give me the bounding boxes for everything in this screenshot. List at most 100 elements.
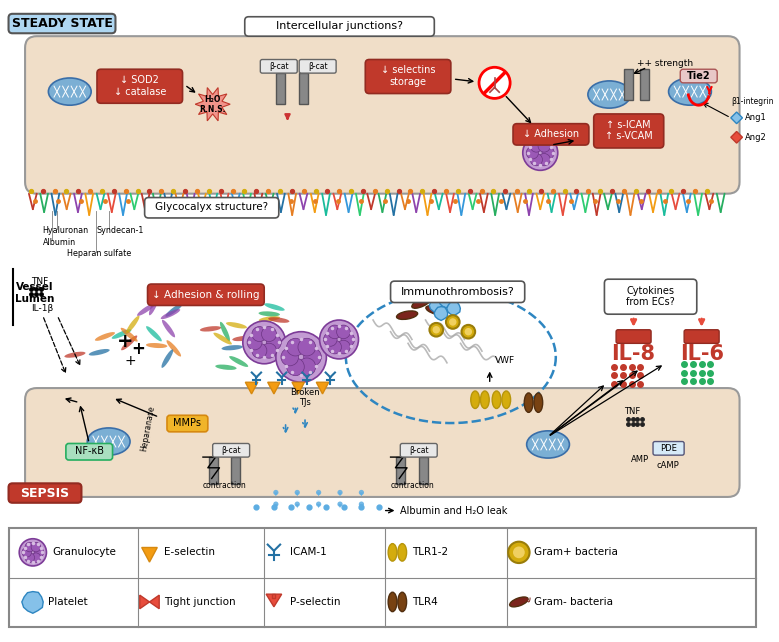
Text: Granulocyte: Granulocyte <box>52 548 116 557</box>
Text: Platelet: Platelet <box>48 597 88 607</box>
Circle shape <box>527 147 538 159</box>
Ellipse shape <box>213 333 232 345</box>
Text: Albumin: Albumin <box>43 238 76 247</box>
Polygon shape <box>338 492 342 496</box>
FancyBboxPatch shape <box>167 415 208 432</box>
Ellipse shape <box>426 306 446 315</box>
Polygon shape <box>245 382 258 394</box>
Ellipse shape <box>137 303 155 316</box>
Circle shape <box>337 325 351 339</box>
FancyBboxPatch shape <box>299 60 336 73</box>
Circle shape <box>341 333 354 346</box>
Ellipse shape <box>588 81 631 108</box>
Text: +: + <box>117 332 133 351</box>
FancyBboxPatch shape <box>605 279 696 314</box>
Ellipse shape <box>229 356 249 367</box>
FancyBboxPatch shape <box>365 60 451 94</box>
FancyBboxPatch shape <box>513 124 589 145</box>
Ellipse shape <box>481 391 489 408</box>
Circle shape <box>262 343 277 358</box>
Polygon shape <box>142 548 157 562</box>
FancyBboxPatch shape <box>145 198 279 218</box>
Ellipse shape <box>160 309 180 319</box>
Circle shape <box>298 358 315 376</box>
Circle shape <box>22 548 31 557</box>
Bar <box>640 69 649 100</box>
Ellipse shape <box>524 393 533 412</box>
Bar <box>419 457 428 484</box>
Text: ICAM-1: ICAM-1 <box>291 548 327 557</box>
Ellipse shape <box>146 326 162 342</box>
Circle shape <box>273 490 278 495</box>
Text: E-selectin: E-selectin <box>164 548 215 557</box>
Text: β-cat: β-cat <box>269 62 288 71</box>
Text: Tie2: Tie2 <box>687 71 710 81</box>
Polygon shape <box>439 294 453 308</box>
Text: MMPs: MMPs <box>174 418 202 428</box>
Polygon shape <box>268 382 280 394</box>
Polygon shape <box>317 504 320 508</box>
Ellipse shape <box>398 592 407 612</box>
Polygon shape <box>274 492 277 496</box>
Bar <box>273 594 275 598</box>
Text: ↓ SOD2
↓ catalase: ↓ SOD2 ↓ catalase <box>114 75 166 96</box>
Ellipse shape <box>167 340 181 356</box>
Ellipse shape <box>259 316 280 322</box>
Circle shape <box>298 338 315 356</box>
FancyBboxPatch shape <box>25 36 739 194</box>
Circle shape <box>508 542 530 563</box>
Text: TNF: TNF <box>31 277 48 286</box>
Polygon shape <box>274 504 277 508</box>
Polygon shape <box>22 591 43 613</box>
Text: β-cat: β-cat <box>308 62 327 71</box>
Bar <box>9 528 756 627</box>
Polygon shape <box>434 307 448 320</box>
Circle shape <box>252 343 267 358</box>
Circle shape <box>530 153 542 166</box>
Text: Syndecan-1: Syndecan-1 <box>96 226 143 235</box>
Circle shape <box>25 542 34 552</box>
Polygon shape <box>295 492 299 496</box>
FancyBboxPatch shape <box>213 444 249 457</box>
Text: Broken
TJs: Broken TJs <box>291 388 320 408</box>
Circle shape <box>432 326 440 333</box>
Text: TNF: TNF <box>624 407 640 416</box>
Polygon shape <box>295 504 299 508</box>
Ellipse shape <box>388 544 397 561</box>
Bar <box>624 69 633 100</box>
Ellipse shape <box>397 311 418 320</box>
Text: PDE: PDE <box>660 444 677 453</box>
Text: IL-6: IL-6 <box>679 344 724 364</box>
Circle shape <box>316 490 321 495</box>
Circle shape <box>464 328 472 335</box>
Circle shape <box>262 327 277 342</box>
Text: Vessel
Lumen: Vessel Lumen <box>16 282 55 304</box>
Text: Gram- bacteria: Gram- bacteria <box>534 597 613 607</box>
Text: ++ strength: ++ strength <box>636 59 693 68</box>
Ellipse shape <box>162 320 175 337</box>
Text: Tight junction: Tight junction <box>164 597 236 607</box>
Circle shape <box>523 135 558 170</box>
Ellipse shape <box>259 311 280 317</box>
FancyBboxPatch shape <box>9 483 82 503</box>
Text: TLR1-2: TLR1-2 <box>412 548 448 557</box>
Ellipse shape <box>509 597 528 607</box>
Circle shape <box>294 501 300 507</box>
Circle shape <box>304 348 322 366</box>
Circle shape <box>276 332 326 382</box>
Ellipse shape <box>232 336 254 341</box>
Text: Heparan sulfate: Heparan sulfate <box>67 250 131 259</box>
Text: ↓ Adhesion: ↓ Adhesion <box>523 129 579 139</box>
Polygon shape <box>317 492 320 496</box>
Ellipse shape <box>146 343 167 348</box>
Bar <box>231 457 240 484</box>
FancyBboxPatch shape <box>97 69 182 103</box>
Ellipse shape <box>668 78 711 105</box>
Text: P-selectin: P-selectin <box>291 597 341 607</box>
Text: Ang2: Ang2 <box>746 133 767 142</box>
Bar <box>299 73 308 104</box>
Polygon shape <box>266 594 282 607</box>
Text: IL-8: IL-8 <box>612 344 656 364</box>
Ellipse shape <box>65 352 86 358</box>
Polygon shape <box>731 112 742 124</box>
